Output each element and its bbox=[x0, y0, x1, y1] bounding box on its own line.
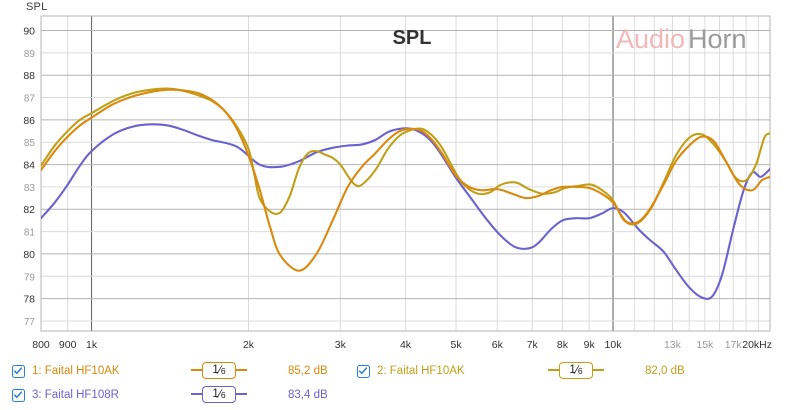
series-2-color-swatch-left bbox=[548, 368, 559, 372]
y-tick-label: 81 bbox=[24, 228, 36, 239]
y-tick-label: 86 bbox=[23, 115, 35, 127]
series-1-level: 85,2 dB bbox=[288, 365, 328, 377]
x-tick-label: 4k bbox=[400, 339, 412, 351]
plot-border bbox=[40, 15, 771, 332]
series-3-smoothing-slash: ⁄ bbox=[218, 387, 221, 401]
spl-plot: Audio Horn SPL 90 89 88 87 86 85 84 83 82 81 80 79 78 77… bbox=[23, 15, 772, 351]
series-1-label: 1: Faital HF10AK bbox=[32, 365, 120, 377]
series-3-color-swatch-left bbox=[191, 392, 202, 396]
series-group bbox=[41, 87, 770, 301]
series-2-smoothing-den: 6 bbox=[577, 365, 583, 376]
legend-row-2: 2: Faital HF10AK bbox=[357, 360, 465, 382]
series-2-smoothing-box[interactable]: 1 ⁄ 6 bbox=[559, 361, 593, 379]
series-3-level: 83,4 dB bbox=[288, 389, 328, 401]
legend-entry-2[interactable]: 2: Faital HF10AK bbox=[357, 360, 465, 382]
y-tick-label: 87 bbox=[24, 94, 36, 105]
series-1-smoothing-slash: ⁄ bbox=[218, 363, 221, 377]
x-tick-label: 2k bbox=[243, 339, 255, 351]
series-2-smoothing-slash: ⁄ bbox=[575, 363, 578, 377]
series-3-smoothing-num: 1 bbox=[212, 388, 219, 400]
y-tick-label: 80 bbox=[23, 249, 35, 261]
x-tick-label: 13k bbox=[664, 339, 682, 351]
y-tick-label: 78 bbox=[23, 294, 35, 306]
series-3-color-swatch-right bbox=[236, 392, 247, 396]
check-icon bbox=[14, 367, 23, 374]
series-1-checkbox[interactable] bbox=[12, 364, 25, 378]
series-3-smoothing-den: 6 bbox=[220, 389, 226, 400]
legend-panel: 1: Faital HF10AK 1 ⁄ 6 85,2 dB bbox=[0, 356, 800, 410]
x-tick-label: 5k bbox=[450, 339, 462, 351]
y-tick-label: 83 bbox=[24, 183, 36, 194]
series-3-smoothing-box[interactable]: 1 ⁄ 6 bbox=[202, 385, 236, 403]
legend-row-1: 1: Faital HF10AK bbox=[12, 360, 120, 382]
y-tick-label: 89 bbox=[24, 49, 36, 60]
watermark-horn: Horn bbox=[688, 24, 747, 54]
legend-smoothing-1[interactable]: 1 ⁄ 6 bbox=[191, 359, 247, 381]
legend-entry-3[interactable]: 3: Faital HF108R bbox=[12, 384, 119, 406]
series-3-checkbox[interactable] bbox=[12, 388, 25, 402]
x-tick-label: 900 bbox=[59, 339, 77, 351]
y-tick-label: 90 bbox=[23, 26, 35, 38]
series-1-smoothing-box[interactable]: 1 ⁄ 6 bbox=[202, 361, 236, 379]
series-2-color-swatch-right bbox=[593, 368, 604, 372]
legend-level-2: 82,0 dB bbox=[645, 360, 685, 382]
y-tick-label: 88 bbox=[23, 70, 35, 82]
y-tick-label: 85 bbox=[24, 138, 36, 149]
chart-area: SPL Audio Horn SPL 90 89 88 87 86 85 84 83 82 81 80 79… bbox=[23, 1, 772, 351]
check-icon bbox=[359, 367, 368, 374]
legend-level-1: 85,2 dB bbox=[288, 360, 328, 382]
watermark-audio: Audio bbox=[616, 24, 685, 54]
y-tick-label: 77 bbox=[24, 317, 36, 328]
series-1-color-swatch-right bbox=[236, 368, 247, 372]
x-tick-label: 7k bbox=[527, 339, 539, 351]
x-tick-label: 10k bbox=[605, 339, 623, 351]
series-2-level: 82,0 dB bbox=[645, 365, 685, 377]
x-tick-label: 9k bbox=[584, 339, 596, 351]
check-icon bbox=[14, 391, 23, 398]
series-2-label: 2: Faital HF10AK bbox=[377, 365, 465, 377]
x-tick-label: 17k bbox=[725, 339, 743, 351]
series-3-label: 3: Faital HF108R bbox=[32, 389, 119, 401]
series-2-smoothing-num: 1 bbox=[569, 364, 576, 376]
legend-smoothing-3[interactable]: 1 ⁄ 6 bbox=[191, 383, 247, 405]
series-2-checkbox[interactable] bbox=[357, 364, 370, 378]
series-1-smoothing-num: 1 bbox=[212, 364, 219, 376]
series-line-1 bbox=[41, 88, 770, 272]
y-tick-label: 79 bbox=[24, 272, 36, 283]
series-1-smoothing-den: 6 bbox=[220, 365, 226, 376]
y-tick-label: 84 bbox=[23, 160, 35, 172]
x-tick-label: 15k bbox=[696, 339, 714, 351]
series-1-color-swatch-left bbox=[191, 368, 202, 372]
x-tick-label: 20kHz bbox=[742, 339, 772, 351]
x-tick-label: 800 bbox=[32, 339, 50, 351]
y-axis-caption: SPL bbox=[26, 1, 48, 13]
x-tick-label: 1k bbox=[86, 339, 98, 351]
chart-title: SPL bbox=[393, 27, 432, 49]
x-tick-label: 3k bbox=[335, 339, 347, 351]
legend-row-3: 3: Faital HF108R bbox=[12, 384, 119, 406]
y-tick-label: 82 bbox=[23, 204, 35, 216]
legend-entry-1[interactable]: 1: Faital HF10AK bbox=[12, 360, 120, 382]
x-tick-label: 6k bbox=[492, 339, 504, 351]
x-tick-label: 8k bbox=[557, 339, 569, 351]
legend-smoothing-2[interactable]: 1 ⁄ 6 bbox=[548, 359, 604, 381]
legend-level-3: 83,4 dB bbox=[288, 384, 328, 406]
